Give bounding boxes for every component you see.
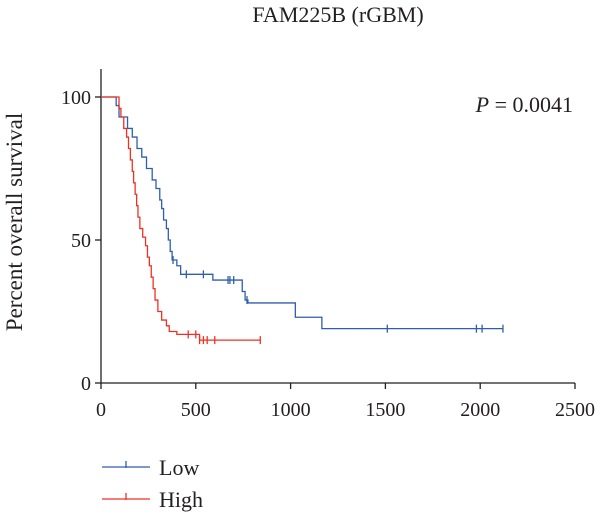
x-tick-label: 2000 [460, 399, 500, 421]
y-axis-label: Percent overall survival [2, 113, 27, 331]
survival-curve-low [101, 96, 503, 330]
x-tick-label: 1000 [271, 399, 311, 421]
legend-label: Low [159, 455, 199, 480]
survival-curve-high [101, 96, 261, 341]
y-tick-label: 100 [61, 87, 91, 109]
p-value-text: = 0.0041 [489, 92, 573, 117]
p-value-symbol: P [475, 92, 489, 117]
series-low [101, 96, 504, 333]
y-tick-label: 0 [81, 373, 91, 395]
legend-item-high: High [102, 487, 203, 512]
p-value-annotation: P = 0.0041 [475, 92, 573, 117]
x-tick-label: 1500 [365, 399, 405, 421]
chart-title: FAM225B (rGBM) [252, 2, 423, 27]
legend-item-low: Low [102, 455, 199, 480]
x-tick-label: 2500 [555, 399, 595, 421]
y-tick-label: 50 [71, 230, 91, 252]
series-layer [101, 96, 504, 345]
x-tick-label: 500 [181, 399, 211, 421]
series-high [101, 96, 261, 345]
legend-label: High [159, 487, 203, 512]
legend: Low High [102, 455, 203, 512]
x-tick-label: 0 [96, 399, 106, 421]
